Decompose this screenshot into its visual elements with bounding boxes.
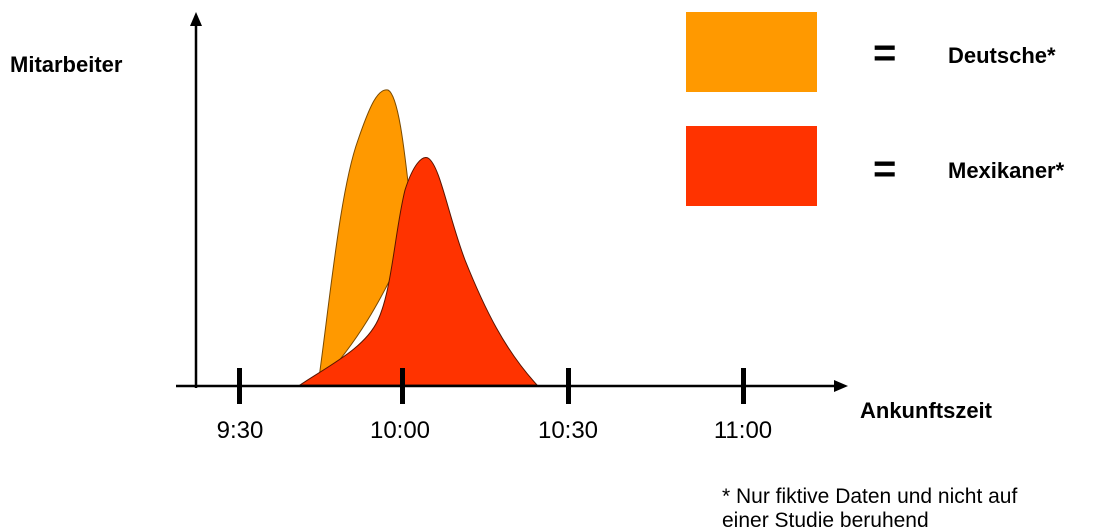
legend-label-mexikaner: Mexikaner* [948,158,1065,183]
legend-swatch-deutsche [686,12,817,92]
legend-equals-sign: = [873,31,896,75]
x-tick-label: 10:00 [370,417,430,444]
x-tick-label: 10:30 [538,417,598,444]
x-tick-mark [741,368,746,404]
legend-swatch-mexikaner [686,126,817,206]
x-tick-mark [566,368,571,404]
legend-equals-sign: = [873,147,896,191]
series-deutsche-area [317,89,411,387]
y-axis-arrow [190,12,202,26]
x-tick-label: 9:30 [217,417,264,444]
legend-label-deutsche: Deutsche* [948,43,1056,68]
x-tick-label: 11:00 [714,417,772,444]
x-axis-label: Ankunftszeit [860,398,993,423]
footnote-line-2: einer Studie beruhend [722,509,929,532]
y-axis-label: Mitarbeiter [10,52,123,77]
x-tick-mark [237,368,242,404]
x-axis-arrow [834,380,848,392]
x-tick-mark [400,368,405,404]
footnote-line-1: * Nur fiktive Daten und nicht auf [722,485,1017,508]
series-mexikaner-area [298,156,539,386]
